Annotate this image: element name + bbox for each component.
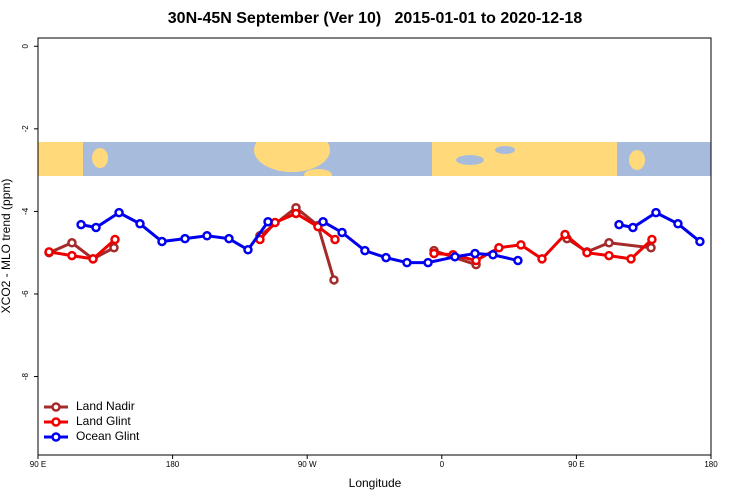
point	[88, 254, 98, 264]
point	[157, 236, 167, 247]
point	[76, 219, 86, 230]
point	[360, 245, 370, 256]
point	[202, 231, 212, 241]
point	[604, 250, 614, 261]
point	[329, 275, 339, 285]
point	[109, 242, 119, 253]
point	[263, 216, 273, 227]
point	[646, 242, 656, 253]
plot-frame	[37, 37, 712, 456]
point	[651, 207, 661, 218]
point	[114, 207, 124, 218]
y-axis-label: XCO2 - MLO trend (ppm)	[0, 179, 13, 314]
point	[180, 233, 190, 244]
series-line	[48, 205, 652, 281]
point	[516, 240, 526, 250]
legend-marker	[51, 402, 61, 412]
point	[110, 234, 120, 245]
y-tick-label: -8	[21, 372, 30, 380]
point	[291, 208, 301, 219]
point	[423, 257, 433, 268]
point	[537, 254, 547, 264]
point	[628, 222, 638, 233]
point	[470, 248, 480, 259]
x-tick-label: 180	[704, 460, 718, 469]
point	[494, 242, 504, 253]
point	[450, 252, 460, 262]
point	[67, 250, 77, 261]
legend-marker	[51, 417, 61, 427]
x-tick-label: 180	[166, 460, 180, 469]
point	[91, 222, 101, 233]
point	[647, 234, 657, 245]
point	[224, 233, 234, 244]
point	[614, 219, 624, 230]
x-tick-label: 90 E	[30, 460, 46, 469]
legend-label: Land Nadir	[76, 399, 135, 413]
point	[402, 257, 412, 268]
point	[560, 229, 570, 240]
point	[582, 247, 592, 258]
point	[695, 236, 705, 247]
point	[381, 252, 391, 263]
point	[429, 248, 439, 259]
legend-label: Land Glint	[76, 414, 131, 428]
x-tick-label: 90 W	[298, 460, 317, 469]
x-tick-label: 90 E	[568, 460, 584, 469]
point	[44, 247, 54, 257]
y-tick-label: 0	[21, 43, 30, 48]
plot-layer: 90 E 180 90 W 0 90 E 180 0 -2 -4 -6 -8 Land NadirLa…	[21, 43, 718, 469]
point	[673, 219, 683, 229]
point	[604, 238, 614, 248]
point	[337, 227, 347, 238]
point	[330, 234, 340, 245]
x-tick-label: 0	[440, 460, 445, 469]
chart-title: 30N-45N September (Ver 10) 2015-01-01 to…	[168, 10, 583, 27]
map-band	[38, 142, 711, 176]
point	[243, 245, 253, 255]
legend-marker	[51, 432, 61, 442]
point	[135, 219, 145, 229]
point	[488, 250, 498, 260]
point	[67, 238, 77, 248]
y-tick-label: -2	[21, 125, 30, 133]
point	[318, 216, 328, 227]
x-axis-label: Longitude	[349, 476, 402, 490]
point	[513, 255, 523, 266]
y-tick-label: -4	[21, 207, 30, 215]
y-tick-label: -6	[21, 290, 30, 298]
legend-label: Ocean Glint	[76, 429, 140, 443]
point	[626, 254, 636, 264]
